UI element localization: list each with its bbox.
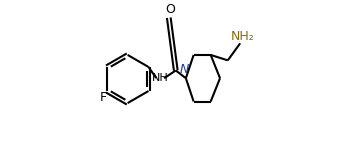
Text: NH₂: NH₂	[231, 30, 254, 43]
Text: N: N	[180, 63, 189, 76]
Text: O: O	[166, 3, 175, 16]
Text: F: F	[99, 91, 106, 104]
Text: NH: NH	[152, 73, 169, 83]
